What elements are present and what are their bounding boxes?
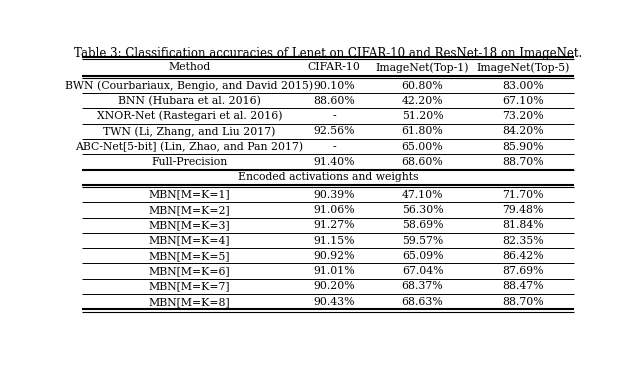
Text: 91.27%: 91.27% (314, 220, 355, 230)
Text: 67.04%: 67.04% (402, 266, 444, 276)
Text: MBN[M=K=1]: MBN[M=K=1] (148, 190, 230, 199)
Text: 58.69%: 58.69% (402, 220, 444, 230)
Text: XNOR-Net (Rastegari et al. 2016): XNOR-Net (Rastegari et al. 2016) (97, 111, 282, 121)
Text: BNN (Hubara et al. 2016): BNN (Hubara et al. 2016) (118, 96, 260, 106)
Text: 56.30%: 56.30% (402, 205, 444, 215)
Text: 59.57%: 59.57% (402, 236, 443, 245)
Text: 79.48%: 79.48% (502, 205, 544, 215)
Text: 65.09%: 65.09% (402, 251, 444, 261)
Text: 87.69%: 87.69% (502, 266, 544, 276)
Text: ImageNet(Top-1): ImageNet(Top-1) (376, 62, 469, 72)
Text: Method: Method (168, 63, 211, 72)
Text: 88.70%: 88.70% (502, 157, 544, 167)
Text: -: - (332, 111, 336, 121)
Text: 83.00%: 83.00% (502, 81, 544, 91)
Text: MBN[M=K=6]: MBN[M=K=6] (148, 266, 230, 276)
Text: MBN[M=K=5]: MBN[M=K=5] (148, 251, 230, 261)
Text: 91.40%: 91.40% (314, 157, 355, 167)
Text: MBN[M=K=7]: MBN[M=K=7] (148, 282, 230, 291)
Text: ABC-Net[5-bit] (Lin, Zhao, and Pan 2017): ABC-Net[5-bit] (Lin, Zhao, and Pan 2017) (76, 142, 303, 152)
Text: 51.20%: 51.20% (402, 111, 444, 121)
Text: 90.43%: 90.43% (314, 297, 355, 307)
Text: 90.10%: 90.10% (314, 81, 355, 91)
Text: 82.35%: 82.35% (502, 236, 544, 245)
Text: 91.01%: 91.01% (314, 266, 355, 276)
Text: 85.90%: 85.90% (502, 142, 544, 152)
Text: 84.20%: 84.20% (502, 127, 544, 137)
Text: CIFAR-10: CIFAR-10 (308, 63, 360, 72)
Text: 86.42%: 86.42% (502, 251, 544, 261)
Text: 61.80%: 61.80% (402, 127, 444, 137)
Text: ImageNet(Top-5): ImageNet(Top-5) (477, 62, 570, 72)
Text: 88.70%: 88.70% (502, 297, 544, 307)
Text: MBN[M=K=3]: MBN[M=K=3] (148, 220, 230, 230)
Text: MBN[M=K=2]: MBN[M=K=2] (148, 205, 230, 215)
Text: 92.56%: 92.56% (314, 127, 355, 137)
Text: 81.84%: 81.84% (502, 220, 544, 230)
Text: 90.92%: 90.92% (314, 251, 355, 261)
Text: 68.37%: 68.37% (402, 282, 444, 291)
Text: -: - (332, 142, 336, 152)
Text: MBN[M=K=4]: MBN[M=K=4] (148, 236, 230, 245)
Text: 42.20%: 42.20% (402, 96, 444, 106)
Text: 68.60%: 68.60% (402, 157, 444, 167)
Text: 91.15%: 91.15% (314, 236, 355, 245)
Text: BWN (Courbariaux, Bengio, and David 2015): BWN (Courbariaux, Bengio, and David 2015… (65, 80, 314, 91)
Text: TWN (Li, Zhang, and Liu 2017): TWN (Li, Zhang, and Liu 2017) (103, 126, 275, 137)
Text: 91.06%: 91.06% (314, 205, 355, 215)
Text: 67.10%: 67.10% (502, 96, 544, 106)
Text: Encoded activations and weights: Encoded activations and weights (237, 172, 419, 182)
Text: 71.70%: 71.70% (502, 190, 544, 199)
Text: Table 3: Classification accuracies of Lenet on CIFAR-10 and ResNet-18 on ImageNe: Table 3: Classification accuracies of Le… (74, 47, 582, 60)
Text: 90.39%: 90.39% (314, 190, 355, 199)
Text: 68.63%: 68.63% (402, 297, 444, 307)
Text: 73.20%: 73.20% (502, 111, 544, 121)
Text: MBN[M=K=8]: MBN[M=K=8] (148, 297, 230, 307)
Text: 88.60%: 88.60% (313, 96, 355, 106)
Text: Full-Precision: Full-Precision (151, 157, 227, 167)
Text: 47.10%: 47.10% (402, 190, 444, 199)
Text: 90.20%: 90.20% (314, 282, 355, 291)
Text: 88.47%: 88.47% (502, 282, 544, 291)
Text: 60.80%: 60.80% (402, 81, 444, 91)
Text: 65.00%: 65.00% (402, 142, 444, 152)
